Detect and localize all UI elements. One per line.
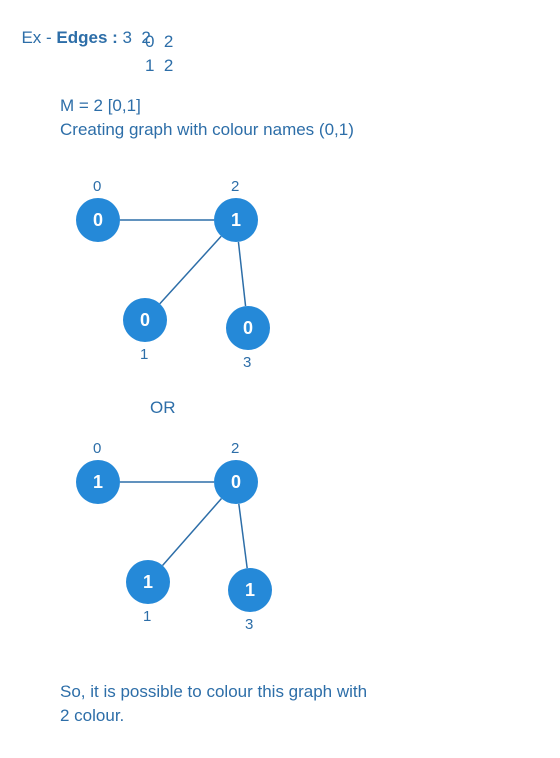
or-label: OR [150, 398, 176, 418]
graph-node-2: 1 [214, 198, 258, 242]
footer-line-2: 2 colour. [60, 706, 124, 725]
graph-1: 0 0 1 2 0 1 0 3 [40, 178, 340, 388]
creating-line: Creating graph with colour names (0,1) [60, 120, 354, 140]
edge-2: 0 2 [145, 32, 173, 52]
edge-3: 1 2 [145, 56, 173, 76]
graph-edge [160, 236, 221, 303]
graph-node-label-1: 1 [140, 346, 148, 363]
graph-2: 1 0 0 2 1 1 1 3 [40, 440, 340, 650]
graph-node-label-3: 3 [243, 354, 251, 371]
graph-node-0: 1 [76, 460, 120, 504]
graph-node-1: 1 [126, 560, 170, 604]
graph-node-label-2: 2 [231, 440, 239, 457]
graph-edge [239, 504, 247, 568]
graph-node-label-2: 2 [231, 178, 239, 195]
graph-node-label-1: 1 [143, 608, 151, 625]
graph-node-label-0: 0 [93, 178, 101, 195]
header-ex: Ex - Edges : 3 2 [12, 8, 151, 48]
ex-prefix: Ex - [21, 28, 56, 47]
graph-node-1: 0 [123, 298, 167, 342]
graph-edge [163, 499, 222, 566]
footer-line-1: So, it is possible to colour this graph … [60, 682, 367, 701]
graph-node-0: 0 [76, 198, 120, 242]
edges-label: Edges : [56, 28, 122, 47]
graph-node-label-3: 3 [245, 616, 253, 633]
graph-node-3: 1 [228, 568, 272, 612]
graph-node-label-0: 0 [93, 440, 101, 457]
footer-text: So, it is possible to colour this graph … [60, 680, 540, 728]
graph-edge [238, 242, 245, 306]
graph-node-2: 0 [214, 460, 258, 504]
graph-node-3: 0 [226, 306, 270, 350]
m-line: M = 2 [0,1] [60, 96, 141, 116]
